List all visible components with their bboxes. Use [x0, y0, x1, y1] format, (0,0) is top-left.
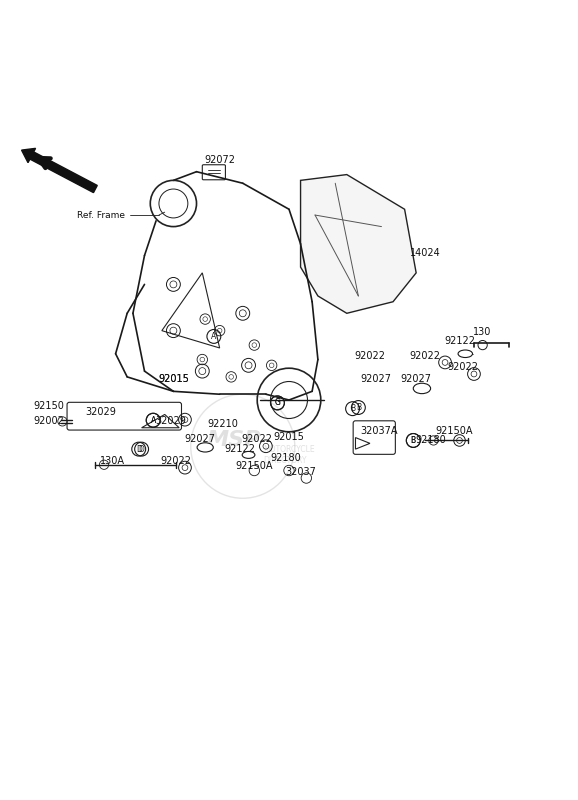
Text: 92150: 92150 [34, 401, 65, 410]
Text: 92022: 92022 [409, 351, 440, 361]
Polygon shape [162, 273, 220, 348]
Text: MOTORCYCLE
DIRECTORY: MOTORCYCLE DIRECTORY [263, 446, 314, 465]
Text: 92122: 92122 [444, 336, 475, 346]
Text: 92072: 92072 [204, 154, 235, 165]
Text: 92002: 92002 [34, 416, 65, 426]
Ellipse shape [242, 451, 255, 458]
Text: 92150A: 92150A [236, 462, 273, 471]
Text: B: B [411, 436, 416, 445]
FancyBboxPatch shape [353, 421, 395, 454]
Text: B: B [350, 404, 355, 413]
Text: B: B [356, 403, 361, 412]
Ellipse shape [458, 350, 473, 358]
Ellipse shape [413, 383, 431, 394]
Text: G: G [275, 398, 280, 407]
Text: D: D [139, 445, 144, 454]
Text: 32029: 32029 [155, 416, 186, 426]
Polygon shape [355, 438, 370, 449]
Text: 32037A: 32037A [360, 426, 397, 436]
Text: D: D [136, 445, 142, 454]
Ellipse shape [197, 442, 213, 452]
Text: 92180: 92180 [415, 435, 446, 446]
Text: Ref. Frame: Ref. Frame [77, 210, 125, 219]
Text: 92210: 92210 [207, 419, 238, 430]
Text: 32029: 32029 [86, 406, 117, 417]
Text: 92015: 92015 [273, 432, 305, 442]
Text: 92015: 92015 [158, 374, 189, 384]
Text: A: A [150, 416, 156, 425]
Text: 130: 130 [473, 326, 492, 337]
Text: B: B [411, 436, 416, 445]
Text: 14024: 14024 [409, 248, 440, 258]
Text: 92022: 92022 [242, 434, 273, 444]
FancyArrow shape [21, 148, 97, 193]
Text: A: A [211, 332, 217, 341]
Text: 92015: 92015 [158, 374, 189, 384]
Text: 92022: 92022 [447, 362, 478, 372]
Text: 92022: 92022 [161, 456, 192, 466]
Text: 92122: 92122 [224, 443, 255, 454]
FancyBboxPatch shape [67, 402, 181, 430]
Text: 92180: 92180 [271, 453, 302, 462]
Text: 92027: 92027 [401, 374, 432, 384]
Text: 92022: 92022 [354, 351, 386, 361]
Text: 92027: 92027 [360, 374, 391, 384]
Text: G: G [275, 398, 280, 407]
Text: 92027: 92027 [184, 434, 215, 444]
Text: 92150A: 92150A [435, 426, 472, 436]
Text: MSP: MSP [207, 430, 261, 450]
Text: A: A [150, 416, 156, 425]
FancyBboxPatch shape [202, 165, 225, 180]
Text: 130A: 130A [100, 456, 125, 466]
Text: 32037: 32037 [285, 466, 316, 477]
Polygon shape [301, 174, 416, 314]
Polygon shape [142, 414, 179, 428]
